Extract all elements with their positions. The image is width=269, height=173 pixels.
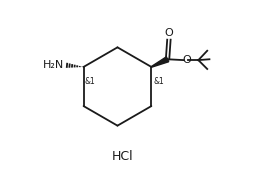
Text: O: O — [165, 28, 173, 38]
Text: H₂N: H₂N — [43, 60, 64, 70]
Text: O: O — [182, 55, 191, 65]
Polygon shape — [151, 57, 169, 67]
Text: &1: &1 — [84, 77, 95, 86]
Text: &1: &1 — [153, 77, 164, 86]
Text: HCl: HCl — [112, 150, 133, 163]
